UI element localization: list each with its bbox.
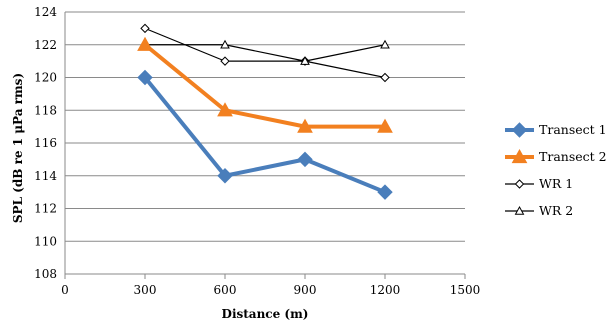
legend-item-transect-1: Transect 1 xyxy=(505,122,607,138)
y-tick-label: 124 xyxy=(34,5,57,19)
data-point-transect-1 xyxy=(377,184,393,200)
series-line-transect-2 xyxy=(143,43,385,129)
grid-lines xyxy=(65,11,465,242)
y-tick-label: 112 xyxy=(34,202,57,216)
legend-marker-transect-2 xyxy=(511,148,528,164)
legend-item-wr-2: WR 2 xyxy=(505,203,573,218)
x-tick-label: 300 xyxy=(134,283,157,297)
x-tick-label: 0 xyxy=(61,283,69,297)
x-tick-label: 1200 xyxy=(370,283,401,297)
series-line-wr-2 xyxy=(145,44,386,62)
data-point-transect-1 xyxy=(137,69,153,86)
series-transect-2 xyxy=(137,36,393,133)
data-point-transect-1 xyxy=(297,151,313,168)
data-point-wr-2 xyxy=(380,39,390,49)
y-tick-label: 108 xyxy=(34,267,57,281)
legend-label-transect-1: Transect 1 xyxy=(539,122,607,137)
data-point-wr-2 xyxy=(300,56,310,65)
y-tick-label: 116 xyxy=(34,136,57,150)
data-point-transect-2 xyxy=(137,36,153,51)
data-point-transect-2 xyxy=(297,118,313,133)
y-axis-title: SPL (dB re 1 μPa rms) xyxy=(11,73,25,223)
legend-label-wr-2: WR 2 xyxy=(539,203,573,218)
x-axis-title: Distance (m) xyxy=(222,307,309,321)
series-transect-1 xyxy=(137,69,393,200)
series-line-transect-1 xyxy=(143,76,386,194)
x-tick-labels: 0 300 600 900 1200 1500 xyxy=(61,283,480,297)
legend-marker-wr-2 xyxy=(514,205,525,215)
legend-marker-wr-1 xyxy=(514,179,525,189)
y-tick-label: 110 xyxy=(34,234,57,248)
y-tick-label: 122 xyxy=(34,38,57,52)
legend-item-wr-1: WR 1 xyxy=(505,176,573,191)
x-tick-label: 1500 xyxy=(450,283,481,297)
legend-label-wr-1: WR 1 xyxy=(539,176,573,191)
y-tick-labels: 108 110 112 114 116 118 120 122 124 xyxy=(34,5,57,281)
data-point-wr-1 xyxy=(140,23,150,34)
data-point-wr-1 xyxy=(380,72,390,83)
data-point-transect-1 xyxy=(217,168,233,184)
x-tick-label: 600 xyxy=(214,283,237,297)
y-tick-label: 114 xyxy=(34,169,57,183)
data-point-transect-2 xyxy=(217,102,233,117)
legend-marker-transect-1 xyxy=(511,122,528,138)
data-point-wr-2 xyxy=(220,39,230,49)
axes xyxy=(64,12,466,279)
data-point-wr-1 xyxy=(220,56,230,66)
x-tick-label: 900 xyxy=(294,283,317,297)
series-group xyxy=(137,23,393,200)
y-tick-label: 120 xyxy=(34,71,57,85)
data-point-transect-2 xyxy=(377,118,393,133)
legend: Transect 1 Transect 2 WR 1 WR 2 xyxy=(505,122,607,218)
legend-label-transect-2: Transect 2 xyxy=(539,149,607,164)
legend-item-transect-2: Transect 2 xyxy=(505,148,607,164)
y-tick-label: 118 xyxy=(34,103,57,117)
